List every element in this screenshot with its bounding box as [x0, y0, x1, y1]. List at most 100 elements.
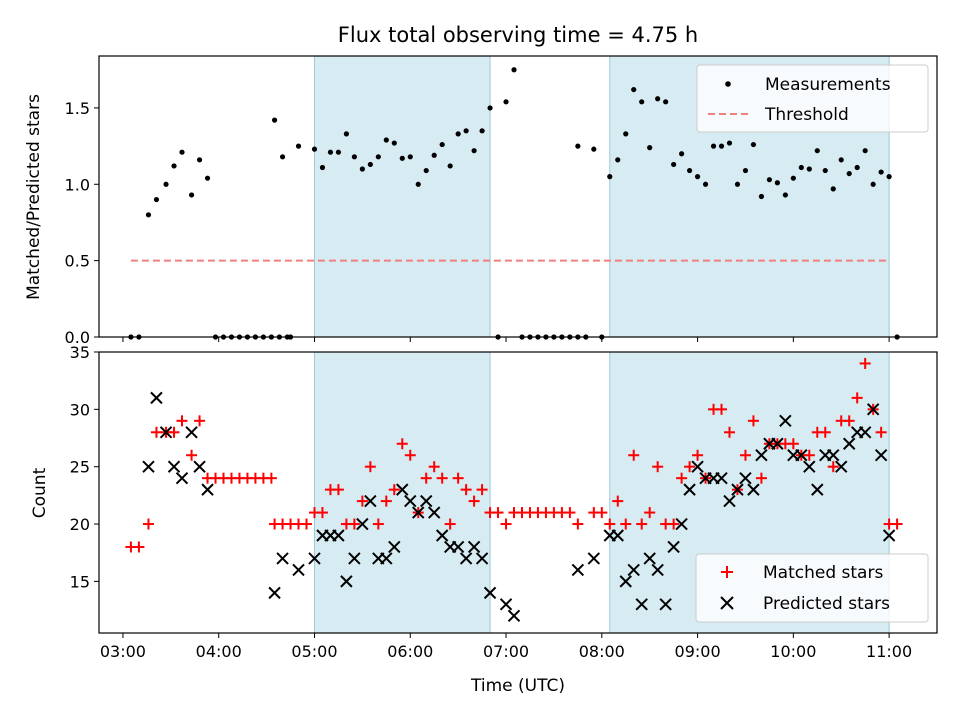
measurement-point: [822, 167, 828, 174]
matched-star-point: [723, 426, 735, 438]
x-tick-label: 03:00: [100, 642, 146, 661]
matched-star-point: [612, 495, 624, 507]
measurement-point: [188, 192, 195, 198]
measurement-point: [295, 143, 302, 149]
matched-star-point: [444, 518, 456, 530]
measurement-point: [750, 141, 757, 148]
legend-predicted-marker: [720, 596, 734, 610]
predicted-star-point: [185, 426, 198, 439]
matched-star-point: [420, 472, 432, 484]
measurement-point: [145, 212, 152, 218]
predicted-star-point: [404, 494, 417, 508]
measurement-point: [734, 181, 741, 187]
predicted-star-point: [715, 471, 728, 485]
y-tick-label: 1.0: [65, 175, 90, 194]
legend-measurements-marker: [725, 81, 731, 87]
bottom-legend-box: [695, 553, 929, 623]
y-tick-label: 25: [70, 458, 90, 477]
x-tick-label: 04:00: [196, 642, 242, 661]
predicted-star-point: [380, 552, 393, 565]
matched-star-point: [476, 484, 488, 496]
predicted-star-point: [635, 598, 648, 611]
predicted-star-point: [268, 586, 281, 600]
measurement-point: [153, 196, 160, 203]
measurement-point: [878, 169, 884, 175]
measurement-point: [163, 181, 169, 187]
predicted-star-point: [747, 483, 760, 496]
x-tick-label: 05:00: [291, 642, 337, 661]
matched-star-point: [843, 415, 855, 427]
predicted-star-point: [483, 586, 497, 600]
matched-star-point: [428, 461, 440, 473]
matched-star-point: [572, 518, 584, 530]
predicted-star-point: [467, 540, 481, 554]
measurement-point: [343, 131, 350, 137]
predicted-star-point: [739, 471, 752, 485]
measurement-point: [423, 167, 429, 174]
top-series-layer: [128, 67, 900, 340]
predicted-star-point: [364, 494, 377, 508]
measurement-point: [870, 181, 876, 187]
measurement-point: [455, 131, 461, 137]
matched-star-point: [628, 449, 640, 461]
x-tick-label: 11:00: [866, 642, 912, 661]
matched-star-point: [739, 449, 751, 461]
matched-star-point: [168, 426, 180, 438]
measurement-point: [758, 193, 765, 200]
measurement-point: [407, 154, 413, 160]
measurement-point: [351, 154, 357, 160]
predicted-star-point: [619, 575, 632, 588]
predicted-star-point: [835, 460, 848, 473]
x-tick-label: 10:00: [770, 642, 816, 661]
x-axis-label: Time (UTC): [470, 676, 565, 696]
matched-star-point: [388, 484, 400, 496]
measurement-point: [399, 155, 405, 161]
predicted-star-point: [507, 609, 521, 623]
measurement-point: [679, 151, 685, 157]
bottom-legend: Matched stars Predicted stars: [695, 553, 929, 623]
matched-star-point: [356, 495, 368, 507]
matched-star-point: [755, 472, 767, 484]
measurement-point: [204, 175, 211, 181]
predicted-star-point: [276, 552, 289, 565]
predicted-star-point: [332, 529, 345, 542]
legend-measurements-label: Measurements: [765, 75, 891, 95]
legend-predicted-label: Predicted stars: [763, 594, 890, 614]
measurement-point: [375, 154, 381, 160]
measurement-point: [814, 148, 820, 154]
predicted-star-point: [627, 563, 640, 577]
predicted-star-point: [201, 483, 214, 496]
bottom-series-layer: [125, 357, 903, 623]
matched-star-point: [596, 507, 608, 519]
predicted-star-point: [771, 437, 784, 450]
measurement-point: [575, 143, 581, 149]
top-y-axis-label: Matched/Predicted stars: [24, 94, 44, 300]
predicted-star-point: [475, 552, 489, 565]
measurement-point: [591, 146, 597, 152]
matched-star-point: [620, 518, 632, 530]
y-tick-label: 15: [70, 572, 90, 591]
matched-star-point: [265, 472, 277, 484]
predicted-star-point: [587, 552, 601, 565]
predicted-star-point: [459, 552, 473, 565]
predicted-star-point: [499, 598, 513, 611]
bottom-y-ticks: 15 20 25 30 35: [70, 343, 99, 591]
measurement-point: [439, 141, 445, 148]
measurement-point: [431, 152, 437, 158]
predicted-star-point: [651, 563, 664, 577]
measurement-point: [846, 170, 852, 177]
measurement-point: [171, 163, 177, 169]
matched-star-point: [133, 541, 145, 553]
predicted-star-point: [292, 563, 305, 577]
y-tick-label: 0.5: [65, 252, 90, 271]
predicted-star-point: [667, 540, 680, 554]
measurement-point: [718, 143, 725, 149]
matched-star-point: [676, 472, 688, 484]
y-tick-label: 20: [70, 515, 90, 534]
matched-star-point: [436, 472, 448, 484]
top-legend: Measurements Threshold: [696, 64, 929, 133]
predicted-star-point: [150, 391, 163, 405]
matched-star-point: [142, 518, 154, 530]
top-x-ticks: [122, 337, 890, 342]
measurement-point: [311, 146, 318, 152]
